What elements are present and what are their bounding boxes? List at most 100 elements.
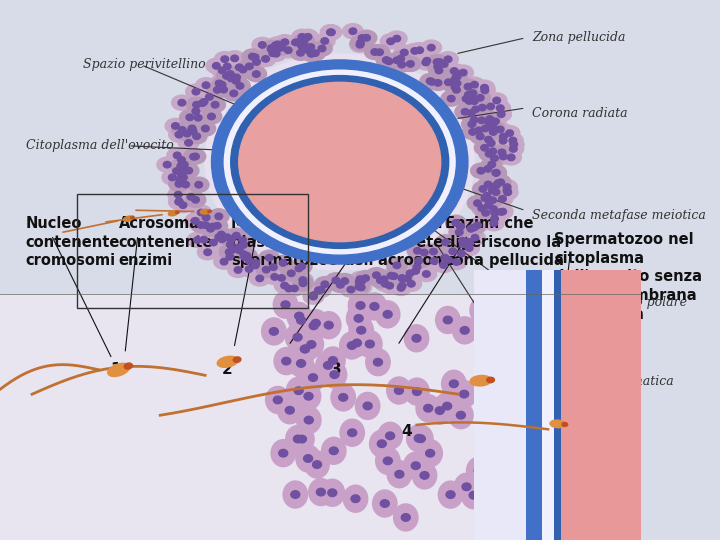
Circle shape — [311, 319, 320, 327]
Circle shape — [297, 360, 305, 367]
Circle shape — [300, 38, 308, 44]
Ellipse shape — [356, 30, 377, 45]
Circle shape — [467, 225, 475, 232]
Circle shape — [397, 285, 405, 291]
Circle shape — [178, 174, 185, 181]
Circle shape — [413, 264, 421, 271]
Circle shape — [178, 157, 185, 163]
Circle shape — [503, 399, 512, 407]
Circle shape — [349, 28, 356, 35]
Text: 2: 2 — [222, 362, 233, 377]
Circle shape — [459, 241, 467, 247]
Ellipse shape — [394, 45, 415, 60]
Ellipse shape — [405, 264, 426, 279]
Circle shape — [436, 59, 444, 65]
Ellipse shape — [309, 478, 333, 505]
Ellipse shape — [490, 100, 510, 116]
Ellipse shape — [462, 117, 482, 132]
Circle shape — [241, 254, 248, 260]
Ellipse shape — [461, 221, 481, 237]
Ellipse shape — [479, 146, 500, 161]
Ellipse shape — [438, 481, 463, 508]
Circle shape — [174, 152, 181, 159]
Ellipse shape — [462, 85, 483, 100]
Circle shape — [503, 184, 511, 190]
Circle shape — [428, 79, 436, 85]
Circle shape — [490, 129, 497, 135]
Circle shape — [235, 247, 243, 254]
Circle shape — [453, 86, 460, 93]
Ellipse shape — [185, 149, 206, 164]
Ellipse shape — [486, 178, 507, 193]
Ellipse shape — [219, 245, 240, 260]
Ellipse shape — [404, 452, 428, 479]
Ellipse shape — [168, 211, 178, 216]
Circle shape — [177, 163, 184, 170]
Ellipse shape — [452, 381, 477, 408]
Ellipse shape — [477, 188, 497, 204]
Ellipse shape — [209, 230, 229, 245]
Ellipse shape — [207, 218, 228, 233]
Circle shape — [412, 268, 420, 274]
Ellipse shape — [266, 387, 290, 414]
Circle shape — [508, 154, 515, 160]
Circle shape — [179, 174, 187, 181]
Circle shape — [256, 275, 264, 282]
Circle shape — [234, 267, 242, 273]
Ellipse shape — [495, 389, 520, 416]
Text: 1: 1 — [110, 362, 121, 377]
Circle shape — [374, 359, 382, 366]
Circle shape — [312, 461, 322, 468]
Ellipse shape — [387, 377, 411, 404]
Circle shape — [477, 133, 484, 140]
Ellipse shape — [462, 482, 486, 509]
Ellipse shape — [259, 250, 279, 265]
Circle shape — [426, 78, 434, 84]
Ellipse shape — [315, 33, 335, 49]
FancyBboxPatch shape — [0, 294, 641, 540]
Circle shape — [462, 109, 469, 115]
Circle shape — [287, 270, 295, 276]
Circle shape — [491, 210, 499, 216]
Circle shape — [197, 222, 204, 228]
Ellipse shape — [297, 383, 320, 410]
Circle shape — [497, 384, 506, 392]
Ellipse shape — [455, 104, 475, 119]
Ellipse shape — [454, 473, 479, 500]
Ellipse shape — [212, 63, 233, 78]
Ellipse shape — [230, 76, 449, 248]
Ellipse shape — [166, 164, 187, 179]
Ellipse shape — [131, 216, 134, 219]
Circle shape — [428, 44, 435, 51]
Circle shape — [483, 193, 490, 199]
Circle shape — [411, 48, 418, 54]
Ellipse shape — [366, 349, 390, 376]
Ellipse shape — [483, 201, 504, 217]
Ellipse shape — [413, 462, 437, 489]
Ellipse shape — [485, 211, 505, 226]
Ellipse shape — [355, 271, 376, 286]
Circle shape — [504, 397, 513, 405]
Ellipse shape — [264, 269, 285, 285]
Circle shape — [505, 130, 513, 136]
Circle shape — [300, 345, 310, 353]
Circle shape — [279, 260, 287, 266]
Circle shape — [239, 66, 247, 73]
Circle shape — [471, 82, 478, 88]
Circle shape — [327, 29, 334, 36]
Ellipse shape — [252, 37, 273, 52]
Ellipse shape — [195, 121, 215, 136]
Ellipse shape — [340, 332, 364, 359]
Circle shape — [228, 75, 235, 82]
Ellipse shape — [441, 370, 466, 397]
Ellipse shape — [497, 183, 518, 198]
Circle shape — [173, 168, 181, 174]
Circle shape — [441, 254, 449, 261]
Ellipse shape — [462, 91, 482, 106]
Ellipse shape — [301, 364, 325, 391]
Ellipse shape — [312, 41, 332, 56]
Circle shape — [443, 402, 451, 410]
Ellipse shape — [479, 116, 500, 131]
Ellipse shape — [469, 123, 489, 138]
Ellipse shape — [325, 273, 346, 288]
